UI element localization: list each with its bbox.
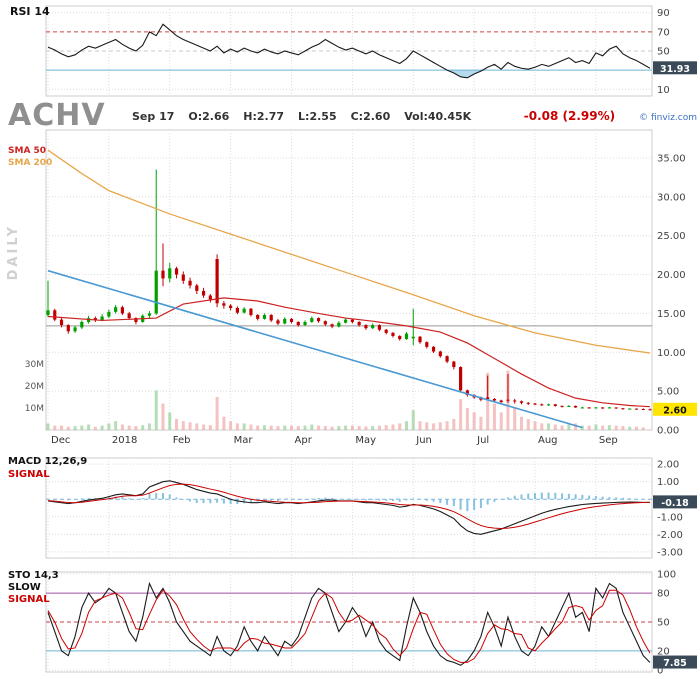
svg-text:-0.18: -0.18 (661, 498, 689, 509)
quote-low: L:2.55 (298, 110, 337, 123)
svg-text:2.60: 2.60 (663, 405, 687, 416)
sto-indicator-label: STO 14,3 (8, 570, 59, 581)
svg-text:50: 50 (657, 47, 670, 58)
sma50-legend-label: SMA 50 (8, 146, 47, 156)
svg-text:15.00: 15.00 (657, 309, 686, 320)
rsi-panel-chart: 907050301031.93 (45, 5, 697, 97)
svg-text:5.00: 5.00 (657, 387, 679, 398)
sto-panel-chart: 100 80 50 20 07.85 (45, 569, 697, 677)
svg-text:50: 50 (657, 618, 670, 629)
finviz-brand-link[interactable]: © finviz.com (639, 113, 697, 123)
svg-text:80: 80 (657, 589, 670, 600)
svg-text:Mar: Mar (234, 435, 254, 446)
svg-text:Sep: Sep (599, 435, 618, 446)
svg-text:Aug: Aug (538, 435, 558, 446)
quote-open: O:2.66 (188, 110, 230, 123)
svg-text:100: 100 (657, 569, 676, 580)
svg-text:30M: 30M (25, 360, 44, 370)
sma200-legend-label: SMA 200 (8, 158, 53, 168)
svg-text:35.00: 35.00 (657, 153, 686, 164)
svg-text:7.85: 7.85 (663, 658, 686, 669)
svg-text:Dec: Dec (51, 435, 70, 446)
quote-change: -0.08 (2.99%) (523, 109, 616, 123)
svg-text:-2.00: -2.00 (657, 530, 683, 541)
svg-text:Jul: Jul (476, 435, 489, 446)
quote-high: H:2.77 (243, 110, 285, 123)
quote-volume: Vol:40.45K (404, 110, 472, 123)
svg-text:2018: 2018 (112, 435, 137, 446)
svg-text:1.00: 1.00 (657, 477, 679, 488)
macd-indicator-label: MACD 12,26,9 (8, 456, 88, 467)
macd-signal-label: SIGNAL (8, 469, 50, 480)
sto-signal-label: SIGNAL (8, 594, 50, 605)
quote-close: C:2.60 (350, 110, 391, 123)
daily-timeframe-watermark: DAILY (6, 224, 21, 281)
svg-text:May: May (355, 435, 376, 446)
svg-text:10M: 10M (25, 404, 44, 414)
svg-text:20.00: 20.00 (657, 270, 686, 281)
macd-panel-chart: 2.00 1.00 -1.00 -2.00 -3.00 -0.18 (45, 457, 697, 559)
sto-slow-label: SLOW (8, 582, 41, 593)
svg-text:0.00: 0.00 (657, 426, 679, 437)
quote-header: Sep 17 O:2.66 H:2.77 L:2.55 C:2.60 Vol:4… (132, 109, 697, 123)
ticker-symbol: ACHV (8, 98, 106, 133)
svg-text:10: 10 (657, 85, 670, 96)
svg-text:Apr: Apr (295, 435, 313, 446)
svg-text:20: 20 (657, 646, 670, 657)
rsi-indicator-label: RSI 14 (10, 5, 50, 18)
svg-text:20M: 20M (25, 382, 44, 392)
svg-text:-1.00: -1.00 (657, 512, 683, 523)
svg-text:2.00: 2.00 (657, 460, 679, 471)
svg-text:70: 70 (657, 27, 670, 38)
price-panel-chart: 30M 20M 10M 35.00 30.00 25.00 20.00 15.00 10.00 5… (25, 129, 697, 446)
svg-text:Feb: Feb (173, 435, 191, 446)
svg-text:-3.00: -3.00 (657, 547, 683, 558)
svg-text:90: 90 (657, 8, 670, 19)
svg-text:25.00: 25.00 (657, 231, 686, 242)
quote-date: Sep 17 (132, 110, 175, 123)
svg-text:30.00: 30.00 (657, 192, 686, 203)
svg-text:0: 0 (657, 666, 663, 677)
svg-text:Jun: Jun (415, 435, 432, 446)
svg-text:31.93: 31.93 (660, 64, 690, 75)
svg-text:10.00: 10.00 (657, 348, 686, 359)
